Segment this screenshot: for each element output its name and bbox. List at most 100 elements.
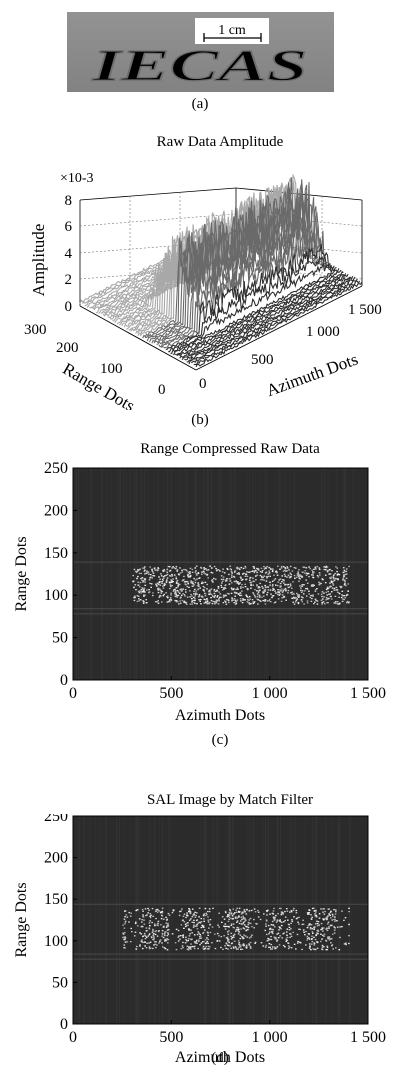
signal-speckle xyxy=(230,571,233,573)
signal-speckle xyxy=(290,947,293,949)
signal-speckle xyxy=(210,600,213,602)
signal-speckle xyxy=(123,936,126,938)
signal-speckle xyxy=(197,588,199,591)
signal-speckle xyxy=(330,942,332,944)
y-tick-label: 200 xyxy=(44,850,68,867)
signal-speckle xyxy=(292,581,294,583)
signal-speckle xyxy=(284,575,286,577)
signal-speckle xyxy=(195,573,198,575)
signal-speckle xyxy=(134,584,137,586)
signal-speckle xyxy=(161,935,163,937)
signal-speckle xyxy=(187,949,190,951)
signal-speckle xyxy=(339,585,341,588)
signal-speckle xyxy=(332,915,334,917)
signal-speckle xyxy=(266,910,268,912)
signal-speckle xyxy=(248,944,251,946)
signal-speckle xyxy=(160,592,163,594)
signal-speckle xyxy=(312,574,314,576)
signal-speckle xyxy=(178,574,180,576)
signal-speckle xyxy=(169,575,172,577)
signal-speckle xyxy=(191,932,193,934)
signal-speckle xyxy=(183,568,185,571)
signal-speckle xyxy=(338,574,341,576)
signal-speckle xyxy=(183,913,186,915)
signal-speckle xyxy=(174,588,176,590)
signal-speckle xyxy=(210,597,212,599)
signal-speckle xyxy=(200,598,202,601)
signal-speckle xyxy=(326,946,329,948)
signal-speckle xyxy=(245,919,247,921)
signal-speckle xyxy=(253,908,256,910)
signal-speckle xyxy=(210,588,213,590)
signal-speckle xyxy=(332,576,335,578)
z-tick-6: 6 xyxy=(65,219,73,235)
signal-speckle xyxy=(245,925,247,928)
signal-speckle xyxy=(135,948,137,950)
signal-speckle xyxy=(132,574,134,577)
signal-speckle xyxy=(171,585,173,587)
signal-speckle xyxy=(245,594,247,596)
signal-speckle xyxy=(271,912,274,915)
signal-speckle xyxy=(200,935,202,937)
signal-speckle xyxy=(181,599,184,602)
signal-speckle xyxy=(175,587,178,589)
signal-speckle xyxy=(254,575,257,577)
signal-speckle xyxy=(329,914,331,917)
signal-speckle xyxy=(321,927,324,929)
signal-speckle xyxy=(197,584,200,586)
signal-speckle xyxy=(303,584,305,586)
signal-speckle xyxy=(203,913,205,915)
signal-speckle xyxy=(281,594,284,596)
signal-speckle xyxy=(279,935,281,937)
signal-speckle xyxy=(234,595,236,597)
signal-speckle xyxy=(286,934,288,936)
signal-speckle xyxy=(311,941,314,943)
signal-speckle xyxy=(166,601,168,603)
signal-speckle xyxy=(343,569,346,571)
signal-speckle xyxy=(292,909,295,911)
signal-speckle xyxy=(331,591,333,593)
signal-speckle xyxy=(185,938,187,941)
signal-speckle xyxy=(347,583,349,585)
signal-speckle xyxy=(194,942,197,944)
signal-speckle xyxy=(284,584,286,586)
signal-speckle xyxy=(290,911,293,913)
signal-speckle xyxy=(196,603,198,605)
signal-speckle xyxy=(142,588,144,590)
signal-speckle xyxy=(239,576,242,578)
signal-speckle xyxy=(325,939,327,942)
signal-speckle xyxy=(329,577,331,579)
signal-speckle xyxy=(328,587,330,589)
signal-speckle xyxy=(139,932,141,934)
signal-speckle xyxy=(264,599,266,601)
signal-speckle xyxy=(138,600,140,602)
signal-speckle xyxy=(155,584,158,587)
signal-speckle xyxy=(162,576,165,578)
signal-speckle xyxy=(217,585,220,588)
signal-speckle xyxy=(330,938,333,940)
signal-speckle xyxy=(241,602,244,604)
signal-speckle xyxy=(143,594,145,596)
signal-speckle xyxy=(266,577,268,579)
signal-speckle xyxy=(177,591,180,593)
signal-speckle xyxy=(249,947,252,950)
surface-line xyxy=(149,182,317,343)
signal-speckle xyxy=(159,594,161,597)
signal-speckle xyxy=(181,571,184,573)
signal-speckle xyxy=(142,589,145,591)
signal-speckle xyxy=(204,595,207,597)
signal-speckle xyxy=(191,568,194,571)
signal-speckle xyxy=(186,914,188,917)
signal-speckle xyxy=(170,599,173,601)
signal-speckle xyxy=(206,569,208,571)
signal-speckle xyxy=(302,593,305,595)
signal-speckle xyxy=(212,600,214,603)
signal-speckle xyxy=(175,928,178,930)
signal-speckle xyxy=(243,572,245,574)
signal-speckle xyxy=(295,912,298,914)
signal-speckle xyxy=(140,589,143,591)
signal-speckle xyxy=(286,908,288,910)
signal-speckle xyxy=(325,928,327,930)
signal-speckle xyxy=(324,603,326,605)
signal-speckle xyxy=(223,587,225,589)
